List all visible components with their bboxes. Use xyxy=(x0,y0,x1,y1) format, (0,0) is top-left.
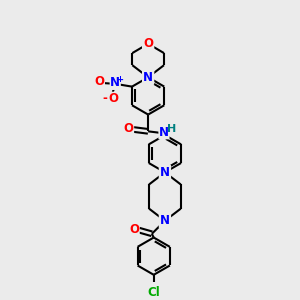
Text: N: N xyxy=(160,214,170,227)
Text: Cl: Cl xyxy=(147,286,160,299)
Text: H: H xyxy=(167,124,176,134)
Text: N: N xyxy=(110,76,120,89)
Text: O: O xyxy=(129,223,139,236)
Text: O: O xyxy=(108,92,118,105)
Text: N: N xyxy=(143,71,153,84)
Text: -: - xyxy=(103,92,107,105)
Text: O: O xyxy=(124,122,134,135)
Text: +: + xyxy=(116,75,123,84)
Text: N: N xyxy=(159,126,169,139)
Text: N: N xyxy=(160,166,170,179)
Text: O: O xyxy=(143,37,153,50)
Text: O: O xyxy=(94,76,104,88)
